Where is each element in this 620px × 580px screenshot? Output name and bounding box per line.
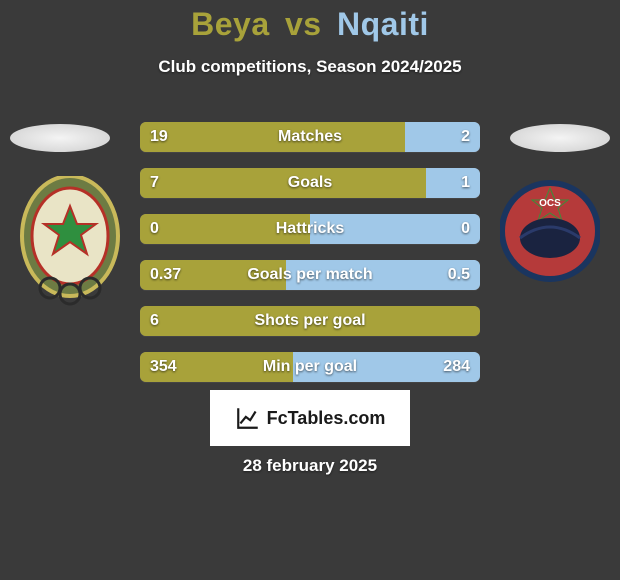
stat-value-left: 6 [150,312,159,330]
stat-value-right: 284 [443,358,470,376]
stat-label: Goals per match [247,266,372,284]
team-crest-left [20,176,120,311]
stat-row: Hattricks 0 0 [140,214,480,244]
stat-fill-right [426,168,480,198]
stat-row: Goals 7 1 [140,168,480,198]
stat-fill-left [140,122,405,152]
stat-row: Shots per goal 6 [140,306,480,336]
date-text: 28 february 2025 [0,456,620,476]
footer-logo-text: FcTables.com [267,408,386,429]
stat-value-left: 0.37 [150,266,181,284]
title-right: Nqaiti [337,6,429,42]
stat-value-left: 7 [150,174,159,192]
stat-value-left: 0 [150,220,159,238]
comparison-card: Beya vs Nqaiti Club competitions, Season… [0,0,620,580]
stat-value-left: 354 [150,358,177,376]
stat-label: Shots per goal [254,312,365,330]
stat-value-left: 19 [150,128,168,146]
stat-label: Min per goal [263,358,357,376]
stat-row: Min per goal 354 284 [140,352,480,382]
subtitle: Club competitions, Season 2024/2025 [0,57,620,77]
title-vs: vs [285,6,322,42]
stat-label: Goals [288,174,332,192]
crest-shadow-left [10,124,110,152]
stat-label: Hattricks [276,220,344,238]
stat-label: Matches [278,128,342,146]
stat-row: Goals per match 0.37 0.5 [140,260,480,290]
stat-value-right: 1 [461,174,470,192]
svg-text:OCS: OCS [539,198,561,209]
shield-icon [20,176,120,306]
chart-icon [235,405,261,431]
title-left: Beya [191,6,270,42]
stat-fill-left [140,168,426,198]
stat-rows: Matches 19 2 Goals 7 1 Hattricks 0 0 Goals per ma… [140,122,480,398]
page-title: Beya vs Nqaiti [0,0,620,43]
stat-value-right: 2 [461,128,470,146]
team-crest-right: OCS [500,176,600,291]
crest-shadow-right [510,124,610,152]
stat-row: Matches 19 2 [140,122,480,152]
shield-icon: OCS [500,176,600,286]
footer-logo: FcTables.com [210,390,410,446]
stat-value-right: 0.5 [448,266,470,284]
stat-value-right: 0 [461,220,470,238]
